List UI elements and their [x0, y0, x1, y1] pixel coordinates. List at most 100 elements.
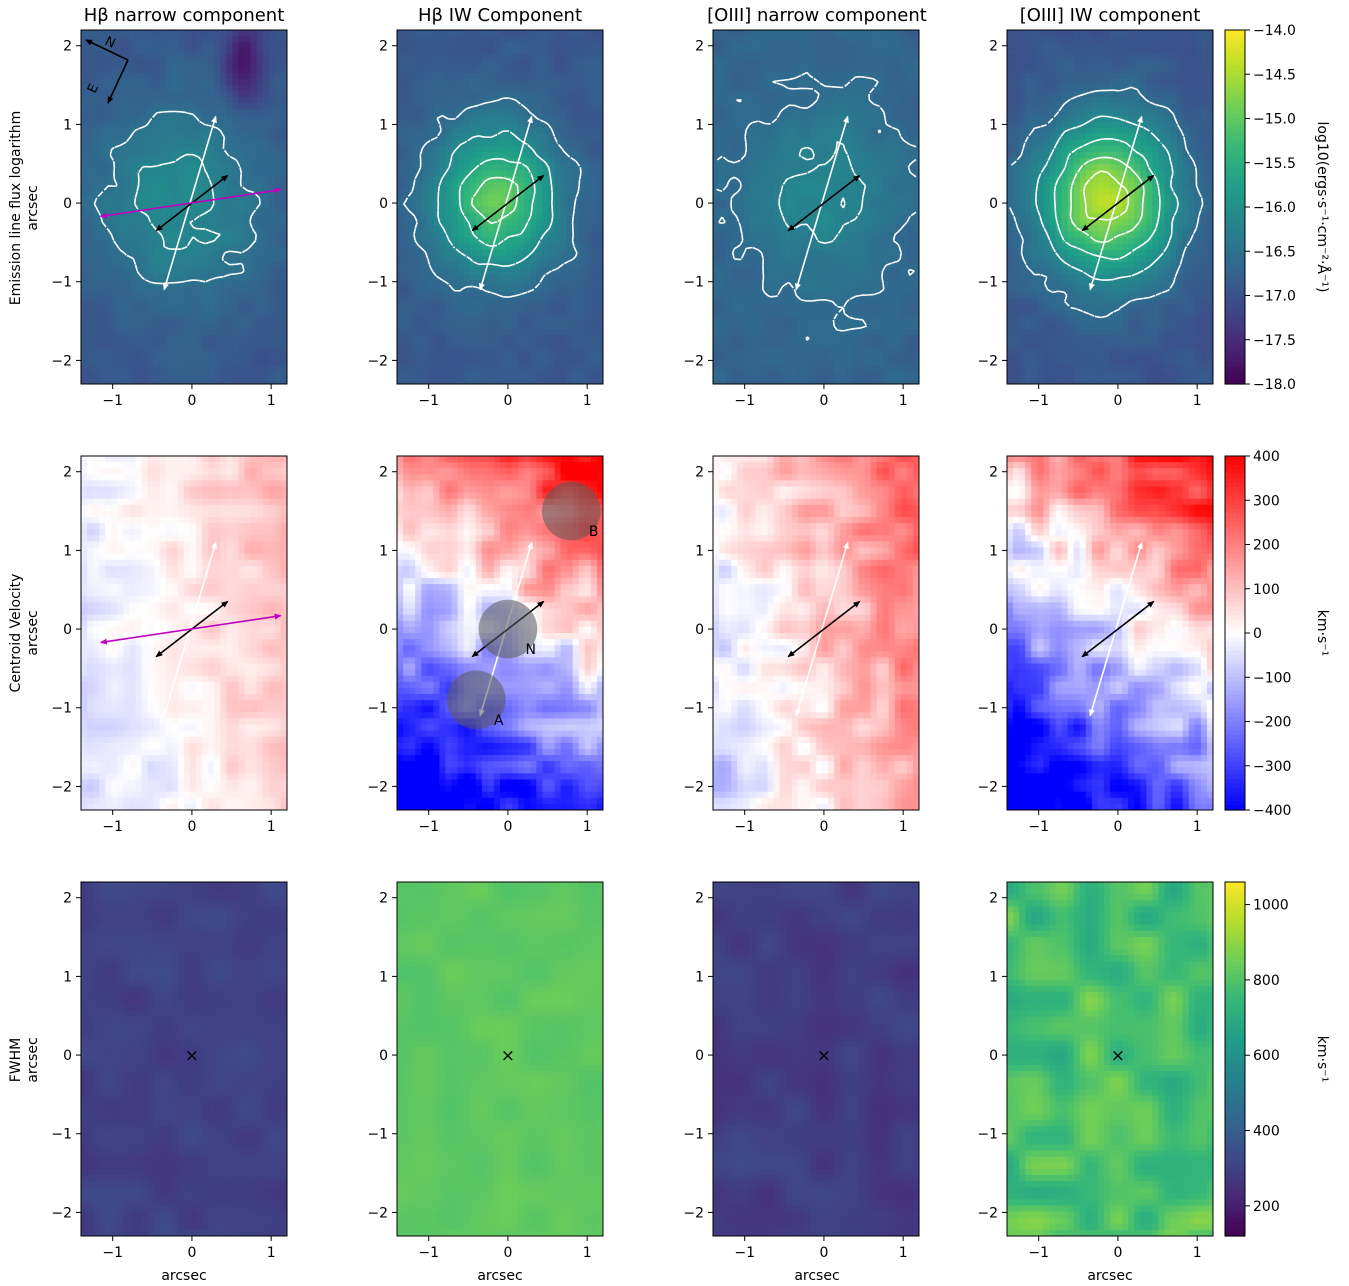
heatmap-cell	[846, 66, 853, 74]
heatmap-cell	[165, 359, 173, 367]
heatmap-cell	[493, 30, 501, 37]
heatmap-cell	[596, 66, 603, 74]
heatmap-cell	[177, 121, 185, 129]
heatmap-cell	[397, 127, 404, 135]
heatmap-cell	[397, 30, 404, 37]
heatmap-cell	[214, 268, 221, 275]
heatmap-cell	[111, 219, 118, 226]
heatmap-cell	[578, 109, 586, 117]
heatmap-cell	[238, 243, 246, 251]
heatmap-cell	[117, 219, 125, 226]
heatmap-cell	[93, 347, 100, 355]
heatmap-cell	[135, 60, 143, 68]
heatmap-cell	[475, 66, 483, 74]
heatmap-cell	[105, 371, 112, 379]
heatmap-cell	[280, 127, 287, 135]
heatmap-cell	[171, 91, 179, 98]
heatmap-cell	[457, 298, 465, 306]
heatmap-cell	[439, 164, 447, 171]
heatmap-cell	[87, 121, 94, 129]
heatmap-cell	[415, 237, 422, 245]
heatmap-cell	[518, 127, 525, 135]
heatmap-cell	[135, 97, 143, 104]
heatmap-cell	[262, 133, 270, 141]
heatmap-cell	[912, 194, 919, 202]
heatmap-cell	[536, 243, 544, 251]
heatmap-cell	[469, 292, 477, 300]
heatmap-cell	[409, 371, 416, 379]
heatmap-cell	[584, 371, 592, 379]
heatmap-cell	[208, 347, 215, 355]
heatmap-cell	[719, 30, 726, 37]
heatmap-cell	[105, 292, 112, 300]
heatmap-cell	[451, 66, 459, 74]
heatmap-cell	[493, 115, 501, 123]
heatmap-cell	[457, 304, 465, 312]
heatmap-cell	[184, 170, 191, 178]
heatmap-cell	[457, 84, 465, 92]
heatmap-cell	[743, 115, 750, 123]
heatmap-cell	[560, 84, 568, 92]
heatmap-cell	[171, 48, 179, 56]
heatmap-cell	[262, 200, 270, 208]
heatmap-cell	[506, 133, 513, 141]
heatmap-cell	[123, 152, 131, 159]
heatmap-cell	[731, 42, 738, 49]
heatmap-cell	[105, 274, 112, 281]
heatmap-cell	[232, 310, 240, 318]
heatmap-cell	[463, 231, 471, 239]
heatmap-cell	[524, 97, 531, 104]
heatmap-cell	[737, 66, 744, 74]
heatmap-cell	[238, 54, 246, 62]
heatmap-cell	[147, 359, 155, 367]
heatmap-cell	[433, 103, 441, 110]
heatmap-cell	[590, 298, 598, 306]
heatmap-cell	[912, 54, 919, 62]
heatmap-cell	[445, 322, 453, 330]
heatmap-cell	[433, 231, 441, 239]
heatmap-cell	[500, 66, 507, 74]
heatmap-cell	[403, 243, 410, 251]
heatmap-cell	[906, 72, 914, 80]
heatmap-cell	[566, 30, 574, 37]
heatmap-cell	[99, 121, 106, 129]
heatmap-cell	[451, 91, 459, 98]
heatmap-cell	[469, 72, 477, 80]
heatmap-cell	[93, 237, 100, 245]
heatmap-cell	[165, 121, 173, 129]
heatmap-cell	[481, 353, 489, 361]
heatmap-cell	[196, 341, 203, 348]
heatmap-cell	[512, 268, 519, 275]
heatmap-cell	[87, 194, 94, 202]
heatmap-cell	[761, 36, 769, 43]
heatmap-cell	[785, 42, 793, 49]
heatmap-cell	[214, 353, 221, 361]
heatmap-cell	[590, 274, 598, 281]
heatmap-cell	[99, 280, 106, 287]
heatmap-cell	[171, 152, 179, 159]
heatmap-cell	[870, 91, 878, 98]
heatmap-cell	[250, 72, 258, 80]
heatmap-cell	[767, 91, 775, 98]
heatmap-cell	[719, 121, 726, 129]
heatmap-cell	[451, 194, 459, 202]
heatmap-cell	[141, 371, 149, 379]
heatmap-cell	[906, 170, 914, 178]
heatmap-cell	[560, 365, 568, 373]
heatmap-cell	[427, 84, 434, 92]
heatmap-cell	[196, 377, 203, 384]
heatmap-cell	[785, 194, 793, 202]
heatmap-cell	[226, 341, 234, 348]
heatmap-cell	[894, 194, 902, 202]
heatmap-cell	[439, 329, 447, 336]
heatmap-cell	[457, 261, 465, 269]
heatmap-cell	[773, 97, 781, 104]
heatmap-cell	[566, 280, 574, 287]
heatmap-cell	[268, 359, 276, 367]
heatmap-cell	[713, 30, 720, 37]
heatmap-cell	[214, 66, 221, 74]
heatmap-cell	[536, 261, 544, 269]
heatmap-cell	[250, 30, 258, 37]
heatmap-cell	[421, 237, 428, 245]
heatmap-cell	[232, 237, 240, 245]
